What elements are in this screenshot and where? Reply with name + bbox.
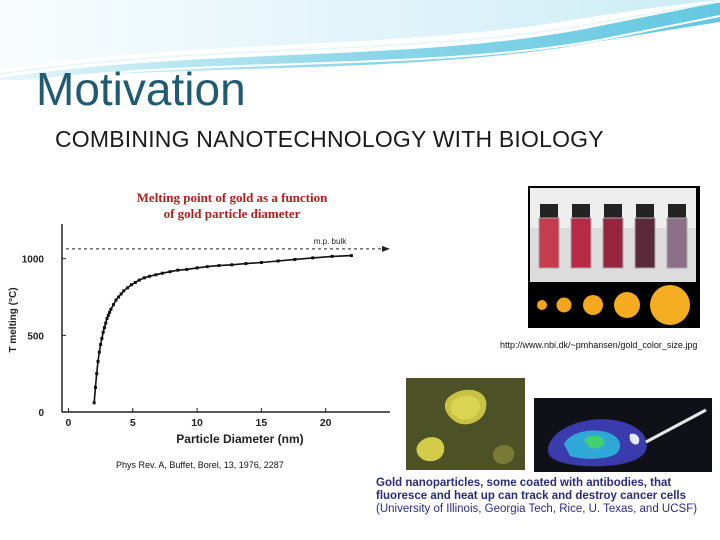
gold-caption-institutions: (University of Illinois, Georgia Tech, R… xyxy=(376,503,698,515)
melting-point-chart: Melting point of gold as a function of g… xyxy=(8,190,390,446)
data-point xyxy=(349,254,353,258)
bulk-annotation: m.p. bulk xyxy=(314,237,347,246)
x-tick-label: 0 xyxy=(66,417,72,429)
data-point xyxy=(92,401,96,405)
chart-axes: 0 5 10 15 20 0 500 1000 Particle Diameter (nm) T … xyxy=(8,224,390,446)
image-source-url: http://www.nbi.dk/~pmhansen/gold_color_s… xyxy=(500,340,698,350)
chart-points xyxy=(92,254,353,405)
cancer-cells-micrograph xyxy=(406,378,525,470)
chart-fit-curve xyxy=(93,254,352,403)
y-axis-label: T melting (°C) xyxy=(8,287,19,352)
y-tick-label: 500 xyxy=(27,331,44,342)
x-tick-label: 10 xyxy=(191,417,203,429)
gold-nanoparticles-caption: Gold nanoparticles, some coated with ant… xyxy=(376,477,716,516)
x-tick-label: 5 xyxy=(130,417,136,429)
x-tick-label: 15 xyxy=(256,417,268,429)
chart-citation: Phys Rev. A, Buffet, Borel, 13, 1976, 22… xyxy=(116,460,284,470)
chart-title-line1: Melting point of gold as a function xyxy=(137,190,328,205)
gold-vials-photo xyxy=(528,186,700,328)
bulk-arrow-head xyxy=(382,245,390,252)
slide-subtitle: COMBINING NANOTECHNOLOGY WITH BIOLOGY xyxy=(55,126,604,152)
x-axis-label: Particle Diameter (nm) xyxy=(176,432,303,446)
y-tick-label: 1000 xyxy=(22,255,45,266)
gold-caption-bold: Gold nanoparticles, some coated with ant… xyxy=(376,477,686,502)
header-swoosh-decoration xyxy=(0,0,720,80)
fit-curve-line xyxy=(93,254,352,403)
chart-title-line2: of gold particle diameter xyxy=(164,206,301,221)
mouse-imaging-photo xyxy=(534,398,712,472)
y-tick-label: 0 xyxy=(38,408,44,419)
slide-title: Motivation xyxy=(36,63,246,115)
x-tick-label: 20 xyxy=(320,417,332,429)
